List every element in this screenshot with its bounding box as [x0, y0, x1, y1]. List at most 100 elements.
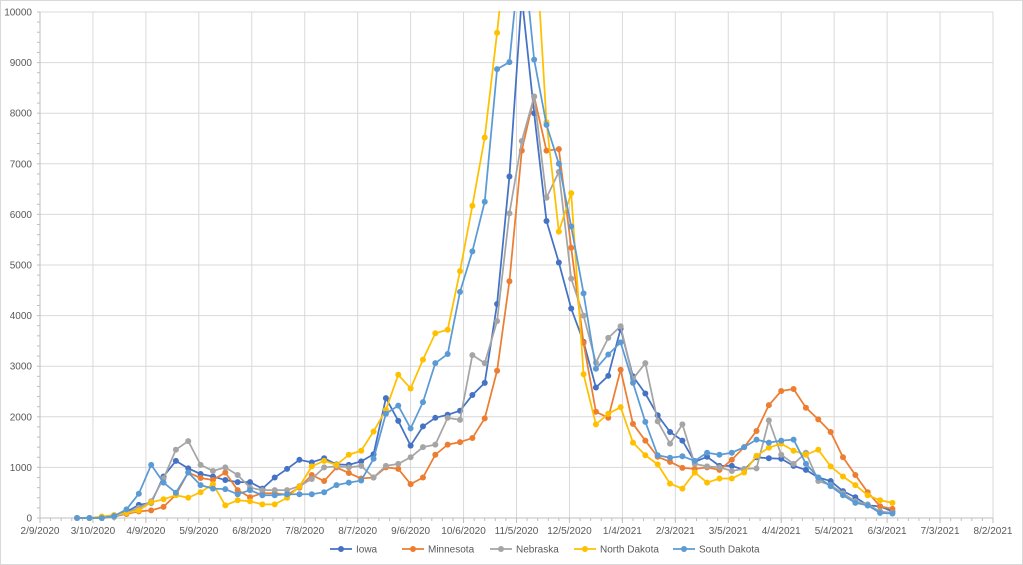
series-group [74, 11, 896, 521]
data-point-north-dakota [419, 356, 426, 363]
data-point-north-dakota [617, 404, 624, 411]
data-point-north-dakota [160, 496, 167, 503]
data-point-nebraska [321, 464, 328, 471]
data-point-north-dakota [345, 451, 352, 458]
data-point-nebraska [345, 464, 352, 471]
data-point-iowa [407, 442, 414, 449]
data-point-north-dakota [691, 469, 698, 476]
data-point-minnesota [506, 278, 513, 285]
data-point-south-dakota [333, 482, 340, 489]
data-point-north-dakota [667, 480, 674, 487]
data-point-south-dakota [889, 510, 896, 517]
data-point-south-dakota [605, 351, 612, 358]
y-tick-label: 2000 [10, 412, 33, 423]
data-point-iowa [247, 479, 254, 486]
data-point-south-dakota [555, 160, 562, 167]
data-point-nebraska [419, 444, 426, 451]
data-point-minnesota [827, 428, 834, 435]
data-point-nebraska [765, 417, 772, 424]
data-point-nebraska [728, 467, 735, 474]
data-point-south-dakota [802, 460, 809, 467]
data-point-nebraska [494, 318, 501, 325]
legend-label: Minnesota [428, 545, 475, 556]
data-point-south-dakota [259, 492, 266, 499]
data-point-south-dakota [654, 452, 661, 459]
data-point-north-dakota [728, 475, 735, 482]
data-point-nebraska [704, 463, 711, 470]
data-point-south-dakota [753, 436, 760, 443]
data-point-north-dakota [815, 446, 822, 453]
data-point-south-dakota [691, 457, 698, 464]
data-point-north-dakota [839, 473, 846, 480]
data-point-south-dakota [135, 490, 142, 497]
y-tick-label: 8000 [10, 109, 33, 120]
legend-marker-icon [338, 546, 344, 552]
data-point-south-dakota [209, 485, 216, 492]
x-tick-label: 2/9/2020 [21, 526, 60, 537]
data-point-minnesota [642, 437, 649, 444]
x-tick-label: 5/9/2020 [179, 526, 218, 537]
data-point-nebraska [667, 440, 674, 447]
legend: Iowa Minnesota Nebraska North Dakota South D… [330, 545, 760, 556]
x-tick-label: 1/4/2021 [603, 526, 642, 537]
data-point-south-dakota [877, 509, 884, 516]
data-point-south-dakota [815, 474, 822, 481]
gridlines [40, 11, 994, 518]
data-point-iowa [481, 379, 488, 386]
data-point-south-dakota [852, 499, 859, 506]
data-point-minnesota [778, 387, 785, 394]
data-point-nebraska [481, 360, 488, 367]
data-point-north-dakota [135, 507, 142, 514]
data-point-north-dakota [741, 469, 748, 476]
data-point-nebraska [753, 465, 760, 472]
data-point-nebraska [642, 360, 649, 367]
data-point-north-dakota [555, 228, 562, 235]
legend-marker-icon [410, 546, 416, 552]
data-point-minnesota [321, 478, 328, 485]
data-point-iowa [222, 477, 229, 484]
data-point-south-dakota [629, 379, 636, 386]
data-point-nebraska [654, 418, 661, 425]
data-point-south-dakota [98, 515, 105, 521]
data-point-iowa [271, 474, 278, 481]
data-point-minnesota [555, 146, 562, 153]
y-tick-label: 0 [26, 514, 32, 525]
legend-item-nebraska: Nebraska [490, 545, 559, 556]
data-point-iowa [506, 173, 513, 180]
data-point-south-dakota [86, 515, 93, 521]
data-point-south-dakota [407, 425, 414, 432]
data-point-nebraska [605, 334, 612, 341]
y-tick-label: 7000 [10, 159, 33, 170]
data-point-nebraska [469, 352, 476, 359]
data-point-south-dakota [419, 399, 426, 406]
data-point-minnesota [629, 420, 636, 427]
data-point-south-dakota [469, 248, 476, 255]
data-point-south-dakota [667, 454, 674, 461]
data-point-south-dakota [444, 351, 451, 358]
data-point-south-dakota [642, 418, 649, 425]
data-point-minnesota [728, 456, 735, 463]
y-tick-label: 3000 [10, 362, 33, 373]
data-point-nebraska [370, 474, 377, 481]
data-point-south-dakota [321, 489, 328, 496]
legend-item-south-dakota: South Dakota [673, 545, 760, 556]
legend-marker-icon [498, 546, 504, 552]
data-point-nebraska [271, 487, 278, 494]
data-point-minnesota [790, 385, 797, 392]
data-point-minnesota [481, 415, 488, 422]
data-point-iowa [172, 457, 179, 464]
data-point-north-dakota [209, 481, 216, 488]
data-point-iowa [234, 479, 241, 486]
data-point-south-dakota [839, 492, 846, 499]
data-point-south-dakota [827, 483, 834, 490]
data-point-nebraska [197, 461, 204, 468]
data-point-south-dakota [172, 489, 179, 496]
data-point-minnesota [222, 469, 229, 476]
y-tick-label: 4000 [10, 311, 33, 322]
data-point-nebraska [543, 194, 550, 201]
data-point-south-dakota [580, 290, 587, 297]
data-point-nebraska [518, 138, 525, 145]
data-point-north-dakota [679, 485, 686, 492]
data-point-north-dakota [271, 501, 278, 508]
